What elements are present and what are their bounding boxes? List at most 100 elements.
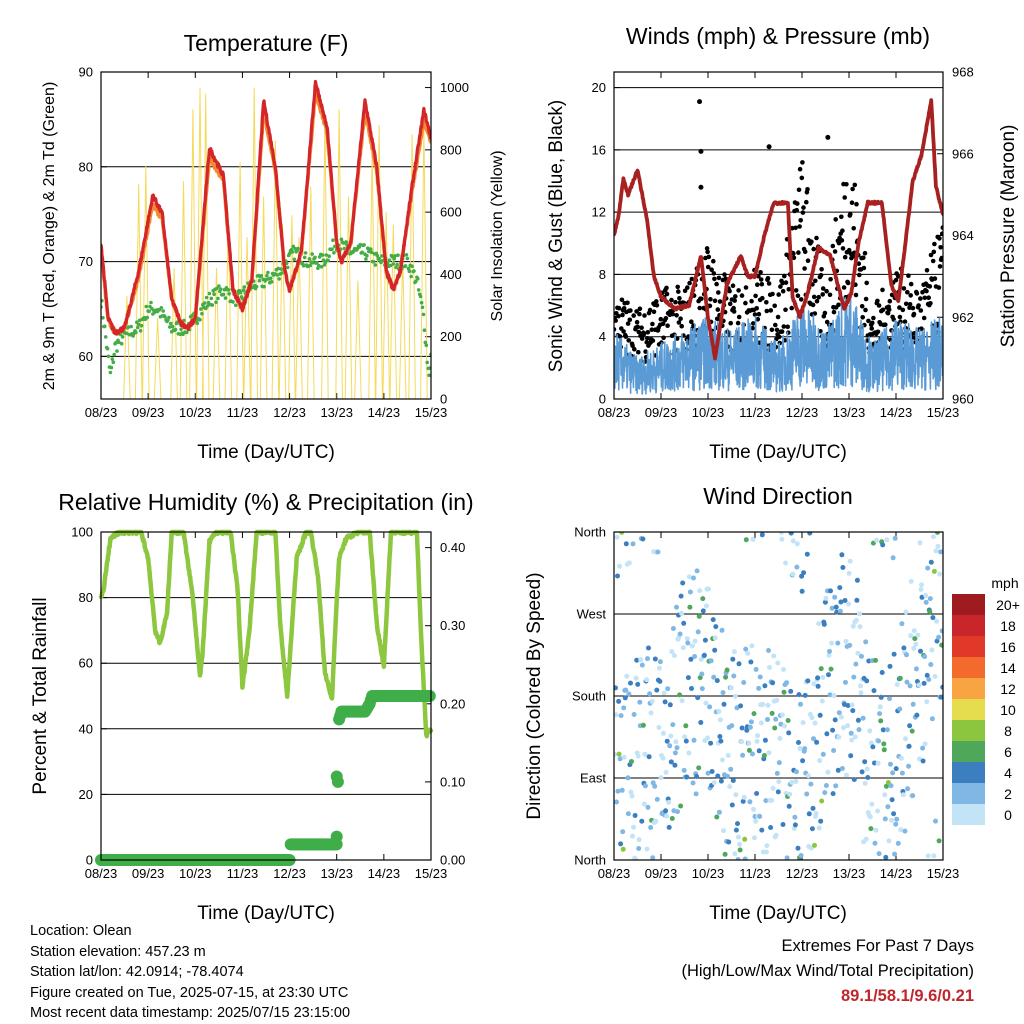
direction-point (793, 769, 799, 775)
direction-point (921, 680, 927, 686)
gust-point (623, 334, 629, 339)
direction-point (635, 681, 641, 687)
direction-point (873, 827, 879, 833)
dewpoint-point (264, 277, 268, 282)
y-tick-label: 60 (79, 656, 93, 671)
gust-point (636, 349, 641, 355)
x-tick-label: 10/23 (692, 866, 725, 881)
direction-point (623, 687, 629, 693)
direction-point (817, 758, 823, 764)
direction-point (908, 578, 914, 584)
direction-point (824, 731, 830, 737)
dewpoint-point (373, 263, 378, 267)
rainfall-point (330, 830, 343, 843)
gust-point (626, 338, 631, 343)
dewpoint-point (126, 325, 131, 329)
direction-point (779, 536, 785, 542)
direction-point (830, 727, 836, 733)
direction-point (640, 536, 646, 542)
gust-point (732, 298, 737, 303)
direction-point (918, 587, 924, 592)
gust-point (893, 277, 899, 283)
gust-point (664, 291, 670, 297)
gust-point (769, 327, 775, 333)
gust-point (736, 314, 742, 320)
direction-point (904, 652, 909, 658)
direction-point (838, 714, 844, 720)
gust-point (795, 201, 800, 206)
direction-point (807, 532, 813, 536)
direction-point (910, 701, 916, 707)
direction-point (827, 648, 832, 654)
direction-point (829, 605, 835, 611)
direction-point (854, 577, 860, 583)
direction-point (631, 712, 637, 717)
direction-point (672, 750, 678, 756)
x-tick-label: 10/23 (692, 405, 725, 420)
direction-point (831, 693, 837, 699)
gust-point (922, 295, 928, 301)
direction-point (911, 628, 917, 634)
direction-point (823, 783, 829, 788)
direction-point (752, 835, 757, 841)
direction-point (836, 734, 842, 740)
gust-point (885, 310, 891, 316)
gust-point (752, 312, 758, 317)
gust-point (645, 336, 650, 341)
dewpoint-point (275, 273, 280, 277)
gust-point (630, 343, 635, 349)
x-tick-label: 14/23 (880, 405, 913, 420)
dewpoint-point (259, 274, 264, 278)
direction-point (665, 686, 671, 692)
colorbar-label: 10 (1000, 702, 1016, 718)
colorbar-swatch (952, 804, 985, 825)
direction-point (723, 674, 729, 680)
direction-point (775, 789, 781, 795)
direction-point (768, 825, 774, 830)
gust-point (632, 346, 637, 352)
direction-point (668, 759, 674, 765)
direction-point (656, 725, 662, 730)
direction-point (616, 698, 622, 704)
gust-point (669, 297, 674, 303)
dewpoint-point (313, 255, 317, 260)
gust-point (921, 315, 927, 321)
dewpoint-point (101, 316, 105, 320)
gust-point (631, 313, 636, 318)
x-tick-label: 13/23 (833, 866, 866, 881)
direction-point (795, 845, 801, 851)
direction-point (629, 759, 634, 764)
direction-point (831, 748, 837, 753)
direction-point (739, 739, 745, 745)
gust-point (897, 314, 903, 320)
direction-point (864, 766, 870, 772)
gust-point (776, 292, 781, 297)
direction-point (863, 639, 869, 645)
dewpoint-point (280, 271, 284, 275)
direction-point (683, 738, 689, 744)
dewpoint-point (111, 360, 116, 365)
direction-point (772, 725, 778, 731)
direction-point (853, 661, 859, 667)
gust-point (797, 166, 803, 172)
direction-point (654, 687, 660, 693)
dewpoint-point (204, 295, 209, 300)
direction-point (703, 603, 709, 609)
y2-tick-label: 962 (952, 310, 974, 325)
direction-point (903, 609, 909, 615)
direction-point (881, 741, 887, 747)
direction-point (878, 694, 884, 700)
direction-point (775, 660, 781, 666)
dewpoint-point (185, 330, 189, 335)
gust-point (800, 210, 806, 215)
direction-point (871, 688, 877, 694)
direction-point (779, 712, 785, 718)
direction-point (733, 792, 739, 798)
direction-point (863, 836, 869, 842)
direction-point (856, 727, 862, 733)
direction-point (727, 784, 733, 790)
direction-point (677, 631, 683, 637)
gust-point (932, 276, 938, 281)
direction-point (811, 681, 817, 687)
direction-point (700, 608, 706, 614)
